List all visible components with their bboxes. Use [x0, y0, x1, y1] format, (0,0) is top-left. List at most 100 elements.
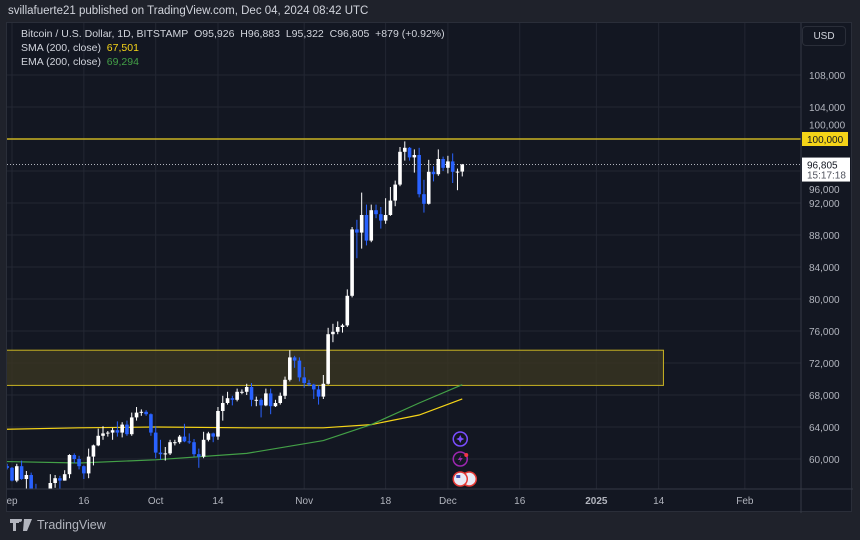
candle — [211, 432, 215, 443]
candle — [254, 396, 259, 407]
candle — [249, 383, 254, 407]
candle — [149, 413, 153, 436]
candle-body — [7, 466, 10, 468]
candle — [225, 391, 230, 405]
symbol-label[interactable]: Bitcoin / U.S. Dollar, 1D, BITSTAMP — [21, 28, 189, 40]
price-chart[interactable]: 108,000 104,000 100,000 96,000 92,000 88,000 8… — [7, 23, 853, 513]
candle — [326, 327, 330, 385]
candle — [297, 357, 302, 382]
candle-body — [278, 395, 283, 403]
notification-dot — [464, 453, 469, 457]
candle — [235, 388, 239, 402]
x-tick-label: 16 — [78, 496, 90, 507]
low-value: L95,322 — [285, 28, 324, 40]
sma-line — [7, 398, 463, 430]
candle-body — [273, 403, 278, 407]
candle-body — [302, 377, 306, 383]
bar-countdown-label: 15:17:18 — [807, 171, 846, 182]
y-tick-label: 88,000 — [809, 231, 840, 242]
candle-body — [192, 442, 196, 455]
candle-body — [292, 357, 297, 361]
ema-value: 69,294 — [106, 56, 139, 68]
level-price-tag — [802, 132, 848, 146]
candle — [192, 439, 196, 457]
candle — [101, 426, 105, 440]
x-tick-label: 14 — [212, 496, 224, 507]
candle-body — [268, 393, 273, 407]
x-tick-label: 2025 — [585, 496, 608, 507]
y-tick-label: 92,000 — [809, 199, 840, 210]
candle-body — [426, 171, 431, 204]
candle-body — [369, 210, 374, 241]
candle-body — [335, 327, 340, 332]
candle — [240, 389, 244, 395]
candle — [268, 388, 273, 415]
ohlc-legend: Bitcoin / U.S. Dollar, 1D, BITSTAMP O95,… — [21, 28, 445, 40]
candle — [412, 149, 417, 173]
change-value: +879 (+0.92%) — [375, 28, 445, 40]
x-tick-label: Nov — [295, 496, 313, 507]
candle — [44, 497, 48, 511]
candle — [139, 409, 144, 416]
candle — [417, 147, 421, 198]
candle-body — [422, 194, 426, 204]
candle — [106, 431, 110, 437]
candle-body — [58, 478, 62, 481]
y-tick-label: 96,000 — [809, 185, 840, 196]
candle-body — [225, 398, 230, 403]
ema-legend[interactable]: EMA (200, close) 69,294 — [21, 56, 139, 68]
candle — [48, 474, 53, 489]
brand-label: TradingView — [37, 518, 106, 532]
close-value: C96,805 — [329, 28, 370, 40]
candle — [177, 435, 182, 444]
candle-body — [62, 474, 67, 481]
candle — [82, 465, 86, 479]
lightning-glyph — [457, 455, 463, 463]
candle — [62, 470, 67, 481]
open-value: O95,926 — [194, 28, 235, 40]
candle-body — [125, 424, 129, 435]
y-tick-label: 80,000 — [809, 295, 840, 306]
candle — [455, 168, 460, 191]
y-tick-label: 108,000 — [809, 71, 846, 82]
y-tick-label: 84,000 — [809, 263, 840, 274]
candle — [407, 147, 412, 161]
candle — [402, 141, 407, 161]
candle — [35, 483, 37, 489]
candle — [10, 467, 14, 482]
candle-body — [139, 411, 144, 413]
candle-body — [316, 389, 321, 397]
candle-body — [39, 506, 43, 508]
candle — [173, 439, 177, 446]
tradingview-logo-icon — [10, 519, 32, 531]
candle — [331, 323, 335, 343]
candle — [307, 379, 311, 387]
candle — [359, 192, 364, 249]
candle — [450, 153, 455, 183]
candle-body — [407, 147, 412, 158]
high-value: H96,883 — [240, 28, 280, 40]
candle-body — [101, 433, 105, 436]
candle — [388, 187, 393, 216]
sma-legend[interactable]: SMA (200, close) 67,501 — [21, 42, 139, 54]
candle-body — [91, 445, 96, 457]
candle — [158, 439, 163, 460]
last-price-label: 96,805 — [807, 161, 838, 172]
candle-body — [44, 501, 48, 507]
candle — [278, 392, 283, 405]
candle-body — [331, 331, 335, 335]
chart-frame[interactable]: 108,000 104,000 100,000 96,000 92,000 88,000 8… — [6, 22, 853, 513]
candle — [379, 207, 383, 229]
candle — [335, 321, 340, 335]
candle-body — [355, 229, 359, 233]
candle-body — [446, 161, 450, 168]
candle — [96, 428, 101, 447]
candle — [29, 472, 33, 489]
candle-body — [288, 357, 292, 380]
candle-body — [129, 417, 134, 435]
tradingview-footer[interactable]: TradingView — [10, 518, 106, 532]
y-tick-label: 68,000 — [809, 391, 840, 402]
candle — [220, 395, 225, 421]
currency-button[interactable]: USD — [802, 26, 846, 46]
candle — [91, 444, 96, 466]
